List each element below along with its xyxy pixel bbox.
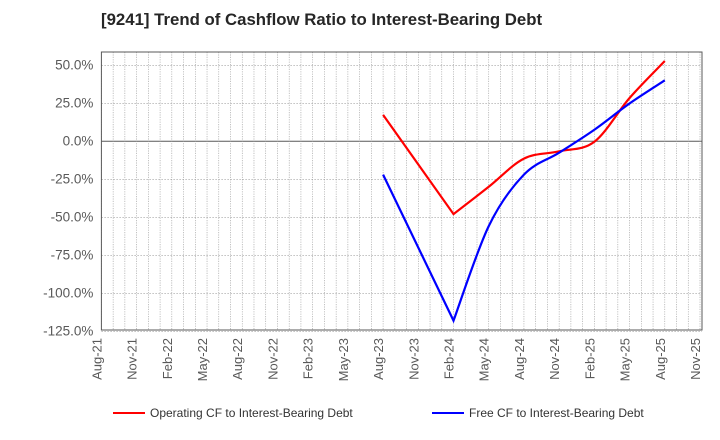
svg-text:May-25: May-25	[618, 338, 633, 381]
svg-text:-25.0%: -25.0%	[51, 172, 94, 187]
svg-text:25.0%: 25.0%	[55, 96, 93, 111]
svg-text:Nov-22: Nov-22	[266, 338, 281, 380]
svg-text:Nov-24: Nov-24	[547, 338, 562, 380]
svg-text:Feb-25: Feb-25	[582, 338, 597, 379]
svg-text:0.0%: 0.0%	[63, 134, 94, 149]
svg-text:Feb-23: Feb-23	[301, 338, 316, 379]
svg-text:May-24: May-24	[477, 338, 492, 381]
svg-text:Feb-22: Feb-22	[160, 338, 175, 379]
svg-text:-50.0%: -50.0%	[51, 210, 94, 225]
svg-text:Feb-24: Feb-24	[442, 338, 457, 379]
svg-text:-125.0%: -125.0%	[43, 324, 93, 339]
svg-text:-75.0%: -75.0%	[51, 248, 94, 263]
svg-text:50.0%: 50.0%	[55, 58, 93, 73]
svg-text:May-22: May-22	[195, 338, 210, 381]
svg-text:Aug-22: Aug-22	[230, 338, 245, 380]
svg-text:Nov-21: Nov-21	[125, 338, 140, 380]
svg-text:Aug-21: Aug-21	[89, 338, 104, 380]
svg-text:Aug-23: Aug-23	[371, 338, 386, 380]
svg-text:-100.0%: -100.0%	[43, 286, 93, 301]
svg-text:May-23: May-23	[336, 338, 351, 381]
svg-text:Aug-25: Aug-25	[653, 338, 668, 380]
svg-text:Nov-23: Nov-23	[406, 338, 421, 380]
svg-text:Nov-25: Nov-25	[688, 338, 703, 380]
svg-text:Aug-24: Aug-24	[512, 338, 527, 380]
